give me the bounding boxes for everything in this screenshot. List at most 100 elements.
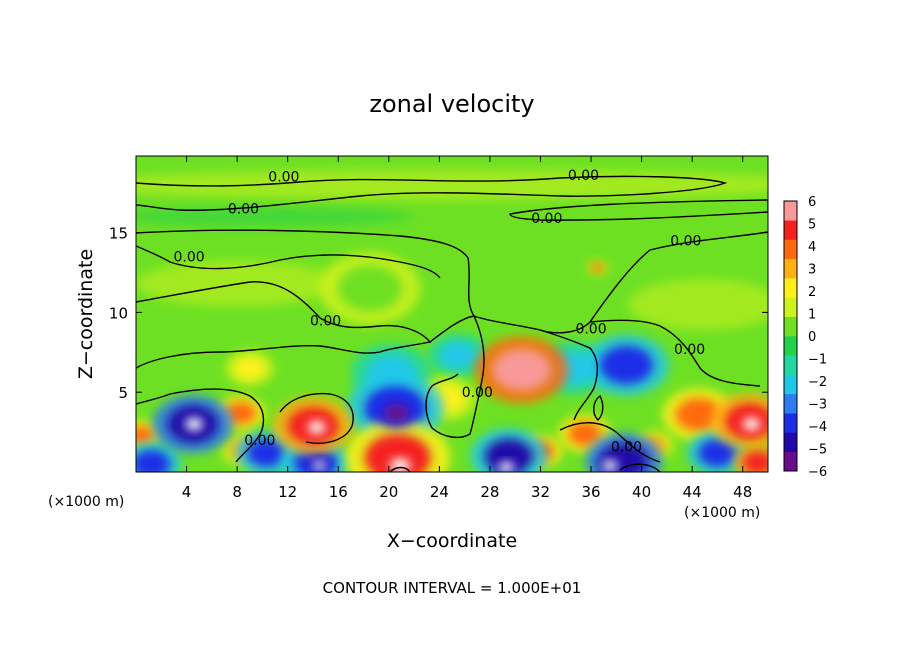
colorbar-tick-label: 1 xyxy=(808,308,816,323)
field-blob xyxy=(312,461,326,471)
field-blob xyxy=(742,417,761,431)
colorbar-swatch xyxy=(784,336,797,356)
colorbar-swatch xyxy=(784,278,797,298)
field-blob xyxy=(492,348,551,391)
contour-line xyxy=(425,315,485,439)
contour-label: 0.00 xyxy=(611,439,642,455)
contour-line xyxy=(619,463,661,472)
colorbar-tick-label: 0 xyxy=(808,330,816,345)
y-axis-label: Z−coordinate xyxy=(75,249,97,379)
contour-label: 0.00 xyxy=(174,250,205,266)
contour-interval-footer: CONTOUR INTERVAL = 1.000E+01 xyxy=(323,579,582,597)
field-band xyxy=(628,279,768,330)
field-blob xyxy=(599,345,653,385)
field-layer xyxy=(136,169,768,472)
contour-labels: 0.00 0.00 0.00 0.00 0.00 0.00 0.00 0.00 0.00 0.00… xyxy=(174,168,706,455)
x-axis-ticks: 4 8 12 16 20 24 28 32 36 40 44 48 xyxy=(182,156,752,501)
contour-label: 0.00 xyxy=(228,202,259,218)
contour-line xyxy=(136,175,728,211)
x-tick-label: 40 xyxy=(632,483,651,501)
colorbar-tick-label: −1 xyxy=(808,353,827,368)
contour-label: 0.00 xyxy=(462,385,493,401)
colorbar-swatches xyxy=(784,201,797,472)
x-tick-label: 48 xyxy=(733,483,752,501)
contour-label: 0.00 xyxy=(670,234,701,250)
contour-label: 0.00 xyxy=(575,321,606,337)
colorbar-tick-label: 2 xyxy=(808,285,816,300)
x-tick-label: 12 xyxy=(278,483,297,501)
x-tick-label: 32 xyxy=(531,483,550,501)
field-blob xyxy=(675,398,722,431)
colorbar-tick-label: 5 xyxy=(808,218,816,233)
x-tick-label: 44 xyxy=(683,483,702,501)
x-tick-label: 4 xyxy=(182,483,192,501)
contour-label: 0.00 xyxy=(568,168,599,184)
contour-line xyxy=(389,466,411,472)
field-blob xyxy=(383,403,410,423)
colorbar-swatch xyxy=(784,220,797,240)
field-band xyxy=(515,213,768,252)
field-blob xyxy=(602,460,618,472)
plot-frame xyxy=(135,155,769,473)
contour-line xyxy=(136,245,441,279)
x-unit-left: (×1000 m) xyxy=(48,494,124,510)
colorbar-tick-label: −3 xyxy=(808,398,827,413)
field-blob xyxy=(568,421,602,446)
colorbar-swatch xyxy=(784,374,797,395)
contour-line xyxy=(539,329,598,421)
field-blob xyxy=(390,458,411,472)
x-tick-label: 24 xyxy=(430,483,449,501)
x-tick-label: 36 xyxy=(581,483,600,501)
colorbar-swatch xyxy=(784,451,797,472)
colorbar-tick-label: −4 xyxy=(808,420,827,435)
x-tick-label: 8 xyxy=(232,483,242,501)
colorbar-swatch xyxy=(784,355,797,375)
colorbar: 6 5 4 3 2 1 0 −1 −2 −3 −4 −5 −6 xyxy=(783,195,827,480)
field-blob xyxy=(698,439,737,467)
y-axis-ticks: 5 10 15 xyxy=(109,225,768,402)
field-blob xyxy=(742,451,768,472)
field-band xyxy=(136,206,415,227)
contour-line xyxy=(593,394,604,421)
contour-line xyxy=(559,422,661,463)
colorbar-tick-label: 4 xyxy=(808,240,816,255)
colorbar-swatch xyxy=(784,201,797,221)
contour-label: 0.00 xyxy=(310,313,341,329)
contour-label: 0.00 xyxy=(244,433,275,449)
field-blob xyxy=(307,420,326,434)
colorbar-tick-labels: 6 5 4 3 2 1 0 −1 −2 −3 −4 −5 −6 xyxy=(808,195,827,480)
field-blob xyxy=(225,402,257,424)
contour-label: 0.00 xyxy=(268,170,299,186)
x-axis-label: X−coordinate xyxy=(387,530,517,552)
colorbar-swatch xyxy=(784,239,797,260)
x-tick-label: 20 xyxy=(379,483,398,501)
field-blob xyxy=(136,450,171,472)
colorbar-tick-label: 6 xyxy=(808,195,816,210)
chart-title: zonal velocity xyxy=(369,90,534,118)
zero-contours xyxy=(136,175,768,472)
colorbar-tick-label: −6 xyxy=(808,465,827,480)
contour-label: 0.00 xyxy=(674,342,705,358)
y-tick-label: 5 xyxy=(118,384,128,402)
x-tick-label: 16 xyxy=(329,483,348,501)
field-blob xyxy=(591,263,604,273)
contour-line xyxy=(509,199,768,221)
field-blob xyxy=(338,265,402,312)
contour-line xyxy=(136,388,265,463)
field-blob xyxy=(185,417,203,431)
x-unit-right: (×1000 m) xyxy=(684,505,760,521)
contour-line xyxy=(279,392,354,444)
field-blob xyxy=(136,426,154,445)
colorbar-frame xyxy=(783,200,798,472)
field-blob xyxy=(498,461,514,472)
y-tick-label: 15 xyxy=(109,225,128,243)
x-tick-label: 28 xyxy=(480,483,499,501)
contour-line xyxy=(589,319,761,387)
colorbar-swatch xyxy=(784,413,797,433)
plot-area: 0.00 0.00 0.00 0.00 0.00 0.00 0.00 0.00 0.00 0.00… xyxy=(109,155,769,501)
contour-line xyxy=(136,229,768,334)
colorbar-swatch xyxy=(784,393,797,414)
field-blob xyxy=(439,341,478,370)
colorbar-tick-label: −2 xyxy=(808,375,827,390)
